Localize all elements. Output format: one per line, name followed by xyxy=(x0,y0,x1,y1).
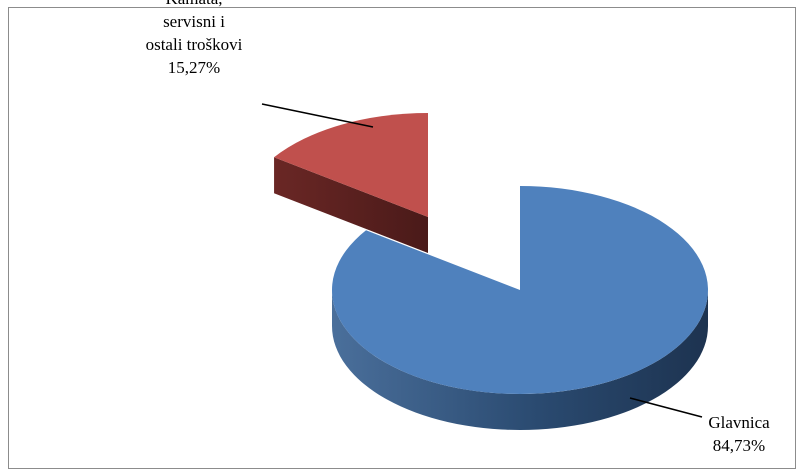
data-label-name-kamata-servisni-i-ostali-troskovi: servisni i xyxy=(163,12,225,31)
leader-line-glavnica xyxy=(629,397,703,418)
data-label-name-kamata-servisni-i-ostali-troskovi: Kamata, xyxy=(165,0,222,8)
data-label-name-glavnica: Glavnica xyxy=(708,413,770,432)
slice-top xyxy=(332,186,708,395)
data-label-value-glavnica: 84,73% xyxy=(713,436,765,455)
leader-line-kamata-servisni-i-ostali-troskovi xyxy=(261,103,374,128)
data-label-value-kamata-servisni-i-ostali-troskovi: 15,27% xyxy=(168,58,220,77)
slice-top xyxy=(274,113,428,217)
slice-side-face xyxy=(274,157,428,253)
slice-side-wall xyxy=(332,290,708,430)
pie-slice-kamata-servisni-i-ostali-troskovi xyxy=(274,113,428,253)
pie-slice-glavnica xyxy=(332,186,708,430)
data-label-name-kamata-servisni-i-ostali-troskovi: ostali troškovi xyxy=(146,35,243,54)
